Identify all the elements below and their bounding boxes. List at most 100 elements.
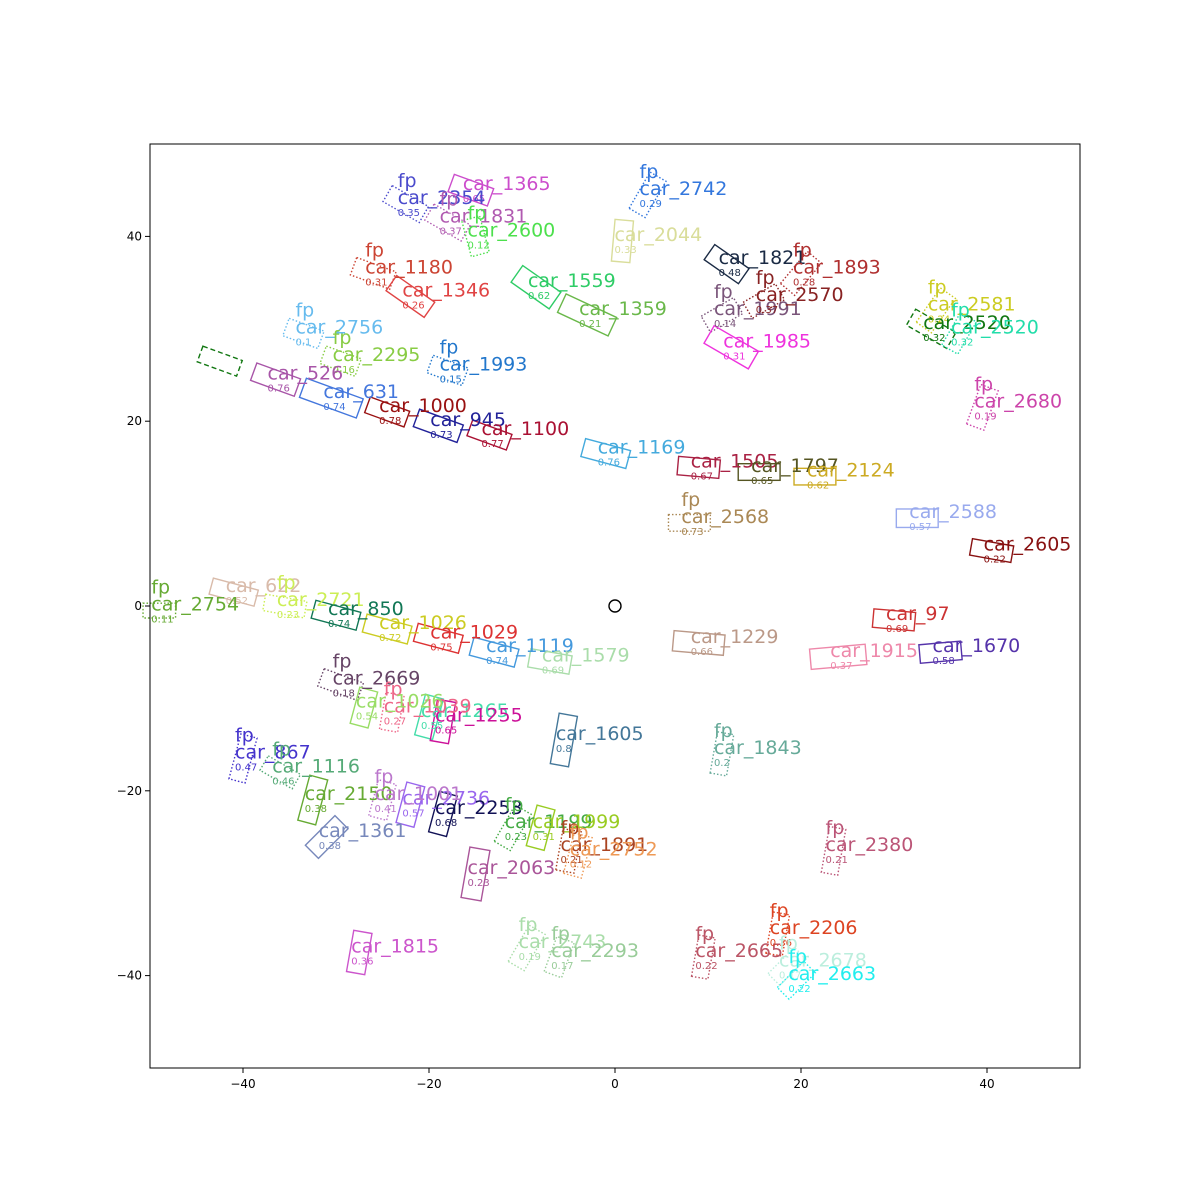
box-label-70: car_2665	[695, 940, 783, 962]
box-label-35: car_622	[226, 575, 302, 597]
box-car_1359-11	[556, 293, 618, 337]
box-car_1180-8	[349, 256, 397, 291]
box-label-41: car_1119	[486, 635, 574, 657]
box-label-31: car_2124	[807, 460, 895, 482]
box-label-13: car_2570	[756, 284, 844, 306]
score-label-16: 0.32	[951, 337, 973, 348]
fp-label-13: fp	[756, 267, 775, 289]
box-label-11: car_1359	[579, 298, 667, 320]
box-label-21: car_1993	[440, 353, 528, 375]
box-label-10: car_1559	[528, 270, 616, 292]
fp-label-68: fp	[519, 914, 538, 936]
box-label-73: car_2663	[788, 963, 876, 985]
box-label-65: car_2063	[468, 857, 556, 879]
box-car_1605-52	[549, 712, 579, 768]
fp-label-1: fp	[398, 170, 417, 192]
box-car_1999-62	[525, 804, 556, 852]
fp-label-2: fp	[440, 189, 459, 211]
box-car_850-38	[310, 599, 362, 632]
box-label-37: car_2721	[277, 589, 365, 611]
box-label-22: car_526	[268, 363, 344, 385]
score-label-29: 0.67	[691, 471, 713, 482]
score-label-15: 0.32	[923, 333, 945, 344]
score-label-7: 0.28	[793, 277, 815, 288]
score-label-2: 0.37	[440, 227, 462, 238]
x-tick-label-0: −40	[230, 1077, 255, 1091]
score-label-17: 0.1	[295, 337, 311, 348]
box-label-43: car_1229	[691, 626, 779, 648]
score-label-25: 0.78	[379, 416, 401, 427]
box-car_1915-45	[808, 643, 868, 671]
box-car_1229-43	[671, 629, 726, 657]
box-label-1: car_2354	[398, 187, 486, 209]
score-label-55: 0.46	[272, 776, 294, 787]
score-label-41: 0.74	[486, 656, 508, 667]
score-label-70: 0.22	[695, 961, 717, 972]
box-car_1100-27	[466, 419, 513, 451]
box-car_1985-18	[703, 324, 760, 370]
box-label-27: car_1100	[481, 418, 569, 440]
box-car_2568-32	[667, 513, 712, 532]
score-label-1: 0.35	[398, 208, 420, 219]
score-label-27: 0.77	[481, 439, 503, 450]
box-car_2063-65	[460, 846, 491, 902]
fp-label-50: fp	[384, 678, 403, 700]
box-car_2678-72	[767, 946, 808, 987]
score-label-51: 0.54	[356, 712, 378, 723]
box-car_2150-56	[296, 774, 329, 826]
box-car_2520-16	[940, 311, 978, 356]
fp-label-3: fp	[468, 202, 487, 224]
box-label-40: car_1029	[430, 621, 518, 643]
x-tick-label-1: −20	[416, 1077, 441, 1091]
box-label-28: car_1169	[598, 437, 686, 459]
box-label-25: car_1000	[379, 395, 467, 417]
score-label-10: 0.62	[528, 291, 550, 302]
score-label-39: 0.72	[379, 633, 401, 644]
box-label-49: car_1255	[435, 705, 523, 727]
fp-label-71: fp	[770, 900, 789, 922]
fp-label-32: fp	[681, 489, 700, 511]
ego-marker	[608, 599, 622, 613]
x-tick-label-2: 0	[611, 1077, 619, 1091]
fp-label-17: fp	[295, 299, 314, 321]
score-label-52: 0.8	[556, 744, 572, 755]
x-tick-label-3: 20	[793, 1077, 808, 1091]
score-label-58: 0.41	[375, 804, 397, 815]
score-label-0: 0.65	[463, 194, 485, 205]
box-label-4: car_2742	[640, 178, 728, 200]
box-label-52: car_1605	[556, 723, 644, 745]
box-label-56: car_2150	[305, 783, 393, 805]
score-label-53: 0.2	[714, 758, 730, 769]
box-car_1579-42	[526, 647, 573, 675]
score-label-3: 0.12	[468, 240, 490, 251]
box-label-59: car_2253	[435, 797, 523, 819]
fp-label-36: fp	[151, 577, 170, 599]
fp-label-21: fp	[440, 336, 459, 358]
score-label-9: 0.26	[402, 300, 424, 311]
box-label-3: car_2600	[468, 219, 556, 241]
box-label-46: car_1670	[933, 635, 1021, 657]
box-car_1365-0	[447, 173, 495, 207]
box-car_2743-68	[507, 924, 547, 972]
box-label-58: car_1001	[375, 783, 463, 805]
fp-label-7: fp	[793, 239, 812, 261]
box-car_1891-63	[554, 827, 583, 874]
box-car_1039-50	[378, 691, 405, 733]
fp-label-64: fp	[570, 821, 589, 843]
score-label-50: 0.27	[384, 716, 406, 727]
fp-label-72: fp	[779, 932, 798, 954]
score-label-31: 0.62	[807, 481, 829, 492]
y-tick-label-0: −40	[117, 969, 142, 983]
box-car_2721-37	[261, 593, 308, 619]
box-car_1831-2	[423, 203, 472, 242]
score-label-46: 0.58	[933, 656, 955, 667]
score-label-67: 0.36	[351, 957, 373, 968]
fp-label-54: fp	[235, 724, 254, 746]
score-label-18: 0.31	[723, 351, 745, 362]
score-label-45: 0.37	[830, 661, 852, 672]
box-car_2044-5	[610, 218, 635, 264]
box-car_2680-24	[965, 383, 1000, 432]
score-label-71: 0.36	[770, 938, 792, 949]
box-label-48: car_1265	[421, 700, 509, 722]
score-label-44: 0.69	[886, 624, 908, 635]
